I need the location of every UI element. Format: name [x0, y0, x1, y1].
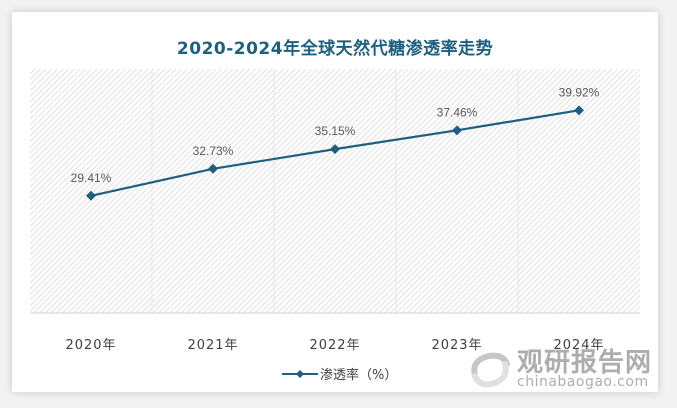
chart-card: 2020-2024年全球天然代糖渗透率走势 29.41% 32.73% 35.15%… [12, 12, 658, 392]
x-axis-label: 2021年 [187, 338, 239, 353]
watermark-brand: 观研报告网 [517, 348, 653, 378]
watermark-url: chinabaogao.com [517, 374, 649, 390]
legend: 渗透率（%） [282, 364, 397, 383]
legend-line-marker-icon [282, 369, 318, 378]
data-point-marker [86, 190, 96, 201]
chart-title: 2020-2024年全球天然代糖渗透率走势 [176, 39, 494, 59]
watermark: 观研报告网 chinabaogao.com [467, 342, 667, 397]
data-label: 39.92% [559, 85, 600, 99]
x-axis-label: 2023年 [431, 338, 483, 353]
plot-area: 29.41% 32.73% 35.15% 37.46% 39.92% [30, 69, 640, 314]
vertical-gridlines [151, 69, 519, 313]
watermark-logo-icon [471, 352, 510, 388]
x-axis-label: 2020年 [65, 338, 117, 353]
legend-label: 渗透率（%） [320, 368, 398, 383]
data-point-marker [330, 144, 340, 155]
plot-background [30, 69, 640, 313]
x-axis-label: 2024年 [553, 338, 605, 353]
data-point-marker [452, 125, 462, 136]
data-point-marker [208, 163, 218, 174]
line-series: 29.41% 32.73% 35.15% 37.46% 39.92% [71, 85, 600, 201]
data-label: 29.41% [71, 171, 112, 185]
x-axis-label: 2022年 [309, 338, 361, 353]
data-point-marker [574, 105, 584, 116]
data-label: 35.15% [315, 124, 356, 138]
data-label: 37.46% [437, 105, 478, 119]
data-label: 32.73% [193, 144, 234, 158]
